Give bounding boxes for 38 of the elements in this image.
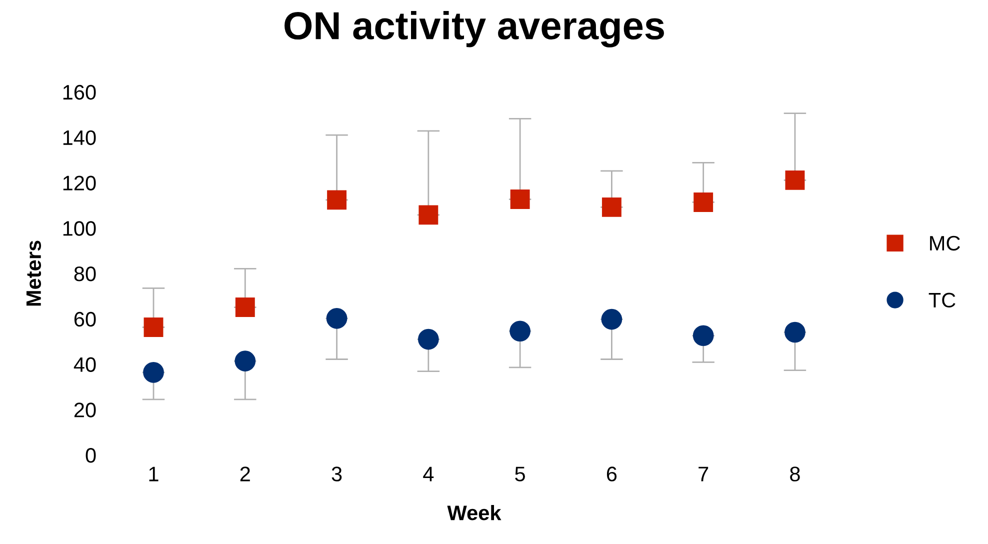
x-tick-label: 6 <box>606 466 617 482</box>
point <box>144 318 164 337</box>
x-axis-title: Week <box>447 504 502 520</box>
x-tick-label: 7 <box>698 466 708 482</box>
point <box>510 320 530 342</box>
x-tick-label: 1 <box>149 466 158 482</box>
x-tick-label: 4 <box>423 466 434 482</box>
point <box>418 328 439 350</box>
point <box>784 322 806 343</box>
y-tick-label: 120 <box>63 176 96 190</box>
point <box>234 350 256 372</box>
point <box>327 190 347 210</box>
point <box>694 192 714 212</box>
point <box>418 205 438 225</box>
legend-label: TC <box>928 292 956 308</box>
point <box>785 170 805 190</box>
chart-title: ON activity averages <box>284 10 664 48</box>
point <box>326 308 348 329</box>
y-tick-label: 80 <box>74 266 96 282</box>
point <box>602 197 622 217</box>
y-tick-label: 20 <box>74 402 96 418</box>
y-tick-label: 100 <box>63 221 96 236</box>
point <box>510 190 530 209</box>
y-axis-title: Meters <box>26 240 42 306</box>
x-tick-label: 8 <box>790 466 800 482</box>
y-tick-label: 0 <box>86 448 96 463</box>
x-tick-label: 3 <box>332 466 342 482</box>
point <box>235 298 255 317</box>
legend-label: MC <box>930 236 960 251</box>
x-tick-label: 5 <box>515 466 525 482</box>
x-tick-label: 2 <box>240 466 250 482</box>
y-tick-label: 140 <box>63 130 96 146</box>
y-tick-label: 60 <box>74 312 96 327</box>
y-tick-label: 160 <box>63 84 96 100</box>
point <box>692 325 714 346</box>
point <box>601 308 622 330</box>
y-tick-label: 40 <box>74 357 96 372</box>
point <box>143 362 164 383</box>
